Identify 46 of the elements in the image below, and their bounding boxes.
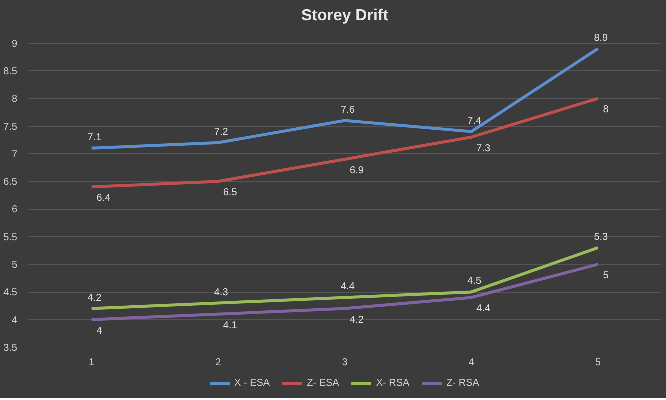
data-label: 7.6	[341, 104, 356, 116]
data-label: 6.5	[223, 188, 238, 199]
data-label: 7.1	[88, 132, 102, 144]
data-label: 6.9	[350, 165, 364, 176]
y-tick-label: 6.5	[4, 177, 18, 188]
data-label: 5.3	[594, 232, 609, 243]
chart-title: Storey Drift	[301, 8, 390, 24]
y-tick-label: 7.5	[4, 122, 18, 133]
x-tick-label: 4	[468, 358, 475, 368]
x-tick-label: 3	[342, 358, 348, 368]
legend-label: X- RSA	[376, 378, 410, 388]
data-label: 4	[96, 326, 103, 337]
legend-label: Z- ESA	[307, 378, 340, 388]
data-label: 4.4	[476, 304, 491, 315]
y-tick-label: 7	[12, 149, 18, 160]
data-label: 4.2	[88, 292, 102, 304]
x-tick-label: 1	[89, 358, 96, 368]
y-tick-label: 9	[12, 38, 18, 50]
data-label: 4.1	[223, 320, 238, 332]
legend-label: Z- RSA	[446, 378, 480, 388]
x-tick-label: 2	[216, 358, 222, 368]
line-series	[90, 246, 600, 310]
data-label: 7.4	[468, 116, 482, 127]
x-tick-label: 5	[595, 358, 602, 368]
data-label: 7.2	[214, 126, 229, 138]
data-label: 8.9	[594, 32, 609, 44]
y-tick-label: 6	[12, 204, 18, 216]
data-label: 4.2	[350, 314, 364, 326]
y-tick-label: 4.5	[4, 288, 18, 299]
data-label: 6.4	[96, 193, 112, 204]
y-tick-label: 3.5	[4, 343, 18, 354]
data-label: 5	[603, 270, 610, 282]
y-tick-label: 4	[12, 315, 18, 326]
data-label: 4.3	[214, 287, 229, 298]
y-tick-label: 5	[12, 260, 18, 272]
line-series	[90, 47, 600, 150]
data-label: 7.3	[476, 143, 491, 154]
data-label: 4.4	[341, 282, 356, 293]
y-tick-label: 5.5	[4, 232, 18, 244]
data-label: 4.5	[468, 276, 482, 288]
line-series	[90, 263, 600, 322]
line-series	[90, 97, 600, 189]
legend-label: X - ESA	[234, 378, 270, 388]
data-label: 8	[603, 104, 610, 116]
y-tick-label: 8	[12, 94, 18, 106]
y-tick-label: 8.5	[4, 66, 18, 78]
